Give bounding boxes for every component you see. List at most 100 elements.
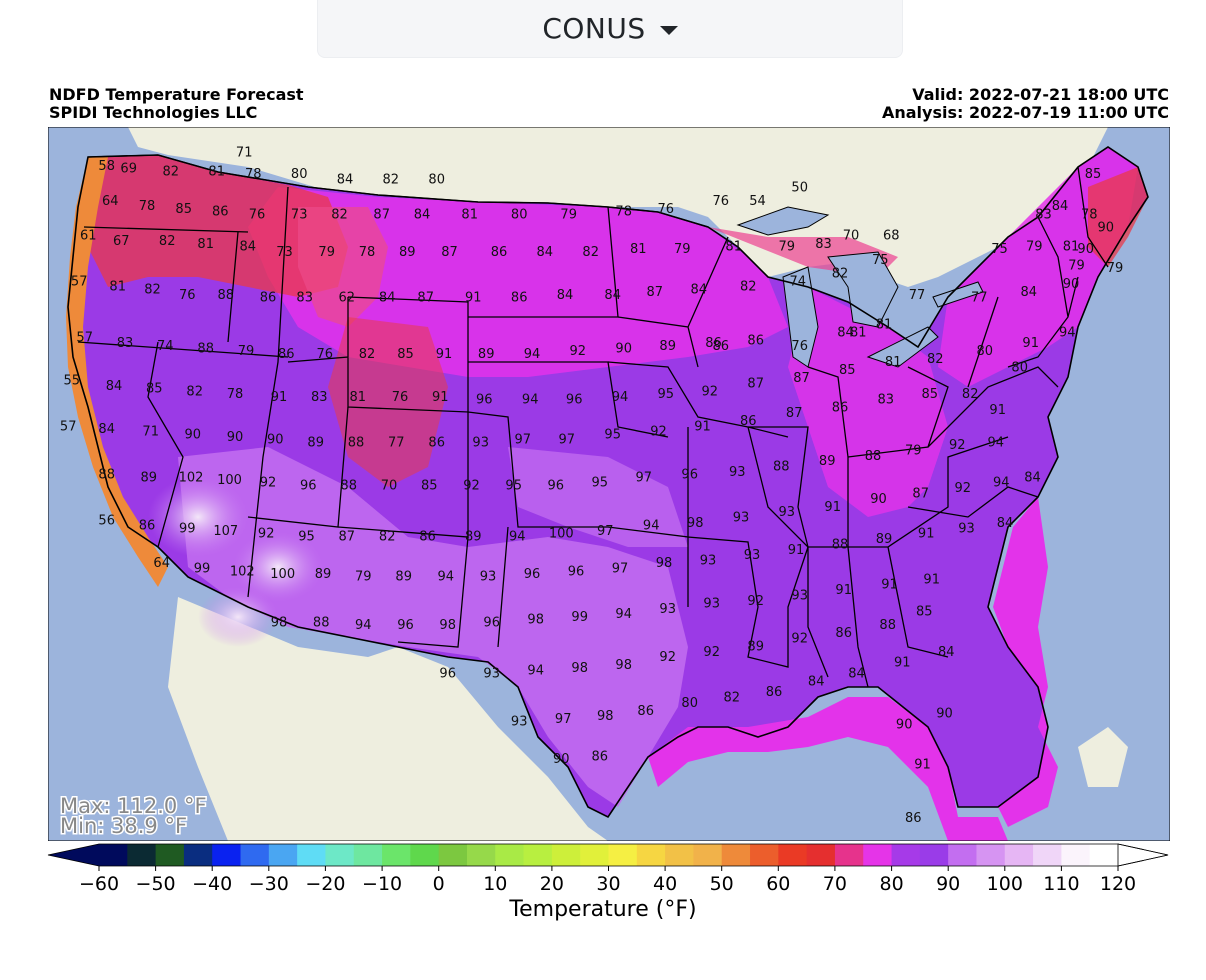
colorbar-swatch: [976, 844, 1006, 866]
map-header-left: NDFD Temperature Forecast SPIDI Technolo…: [49, 86, 304, 122]
region-dropdown-label: CONUS: [542, 12, 646, 45]
temperature-label: 81: [630, 242, 647, 257]
colorbar: −60 −50 −40 −30 −20 −10 0 10 20 30 40 50 60 70 80 90 100…: [47, 843, 1169, 894]
temperature-label: 91: [918, 527, 935, 542]
atlantic-coastal-fringe: [993, 497, 1058, 827]
map-header-right: Valid: 2022-07-21 18:00 UTC Analysis: 20…: [882, 86, 1169, 122]
temperature-label: 70: [381, 478, 398, 493]
temperature-label: 99: [194, 562, 211, 577]
temperature-label: 100: [549, 527, 574, 542]
temperature-label: 73: [276, 245, 293, 260]
temperature-label: 88: [218, 288, 235, 303]
mojave-hotspot: [233, 532, 323, 602]
temperature-label: 93: [791, 588, 808, 603]
temperature-label: 64: [102, 194, 119, 209]
colorbar-swatch: [834, 844, 864, 866]
colorbar-extend-low: [48, 844, 99, 866]
temperature-label: 90: [870, 492, 887, 507]
temperature-label: 83: [296, 291, 313, 306]
temperature-label: 76: [179, 288, 196, 303]
temperature-label: 91: [989, 403, 1006, 418]
min-temp-readout: Min: 38.9 °F: [60, 814, 187, 838]
temperature-label: 98: [439, 618, 456, 633]
temperature-label: 93: [958, 521, 975, 536]
temperature-label: 78: [615, 205, 632, 220]
temperature-label: 96: [566, 393, 583, 408]
temperature-label: 94: [988, 435, 1005, 450]
temperature-label: 89: [307, 435, 324, 450]
temperature-label: 79: [318, 245, 335, 260]
temperature-label: 95: [505, 478, 522, 493]
colorbar-swatch: [665, 844, 695, 866]
temperature-label: 55: [64, 374, 81, 389]
colorbar-swatch: [1004, 844, 1034, 866]
temperature-label: 79: [905, 444, 922, 459]
colorbar-tick-label: 120: [1100, 873, 1136, 894]
temperature-label: 86: [832, 401, 849, 416]
temperature-label: 98: [597, 709, 614, 724]
temperature-label: 91: [914, 758, 931, 773]
temperature-label: 86: [740, 414, 757, 429]
temperature-label: 80: [977, 344, 994, 359]
temperature-label: 98: [527, 613, 544, 628]
temperature-label: 71: [236, 146, 253, 161]
colorbar-swatch: [99, 844, 128, 866]
temperature-label: 93: [483, 666, 500, 681]
temperature-label: 58: [98, 159, 115, 174]
temperature-label: 76: [392, 390, 409, 405]
colorbar-tick-label: −20: [305, 873, 345, 894]
temperature-label: 86: [278, 347, 295, 362]
temperature-label: 92: [463, 478, 480, 493]
temperature-label: 102: [179, 470, 204, 485]
temperature-label: 98: [271, 615, 288, 630]
temperature-label: 92: [258, 527, 275, 542]
temperature-label: 77: [971, 291, 988, 306]
colorbar-swatch: [721, 844, 751, 866]
temperature-label: 82: [724, 690, 741, 705]
temperature-label: 88: [348, 435, 365, 450]
temperature-label: 81: [850, 325, 867, 340]
temperature-label: 78: [139, 199, 156, 214]
temperature-label: 90: [267, 433, 284, 448]
temperature-label: 87: [339, 529, 356, 544]
temperature-label: 78: [1081, 207, 1098, 222]
temperature-label: 73: [291, 207, 308, 222]
temperature-label: 56: [98, 513, 115, 528]
temperature-label: 82: [383, 172, 400, 187]
chevron-down-icon: [659, 26, 678, 35]
temperature-label: 83: [117, 336, 134, 351]
temperature-label: 97: [515, 433, 532, 448]
temperature-label: 95: [592, 476, 609, 491]
temperature-label: 82: [582, 245, 599, 260]
colorbar-tick-label: 50: [710, 873, 734, 894]
temperature-label: 81: [208, 164, 225, 179]
temperature-label: 61: [80, 229, 97, 244]
temperature-label: 84: [379, 291, 396, 306]
colorbar-tick-label: −40: [192, 873, 232, 894]
temperature-label: 82: [331, 207, 348, 222]
temperature-label: 68: [883, 229, 900, 244]
temperature-label: 91: [835, 583, 852, 598]
temperature-label: 81: [197, 237, 214, 252]
colorbar-swatch: [580, 844, 610, 866]
temperature-label: 86: [766, 685, 783, 700]
gulf-coastal-fringe: [648, 697, 1008, 841]
temperature-label: 89: [876, 532, 893, 547]
colorbar-tick-label: 30: [596, 873, 620, 894]
temperature-label: 82: [186, 384, 203, 399]
temperature-label: 96: [568, 564, 585, 579]
temperature-label: 87: [417, 291, 434, 306]
temperature-label: 94: [438, 570, 455, 585]
maine-coast: [1088, 167, 1148, 267]
region-dropdown[interactable]: CONUS: [317, 0, 903, 58]
lake-huron: [827, 251, 899, 328]
temperature-label: 84: [997, 516, 1014, 531]
temperature-label: 87: [747, 376, 764, 391]
temperature-label: 94: [355, 618, 372, 633]
colorbar-tick-label: 90: [936, 873, 960, 894]
colorbar-swatch: [1061, 844, 1091, 866]
temperature-label: 89: [478, 347, 495, 362]
temperature-label: 94: [643, 519, 660, 534]
temperature-label: 89: [141, 470, 158, 485]
temperature-label: 107: [213, 524, 238, 539]
